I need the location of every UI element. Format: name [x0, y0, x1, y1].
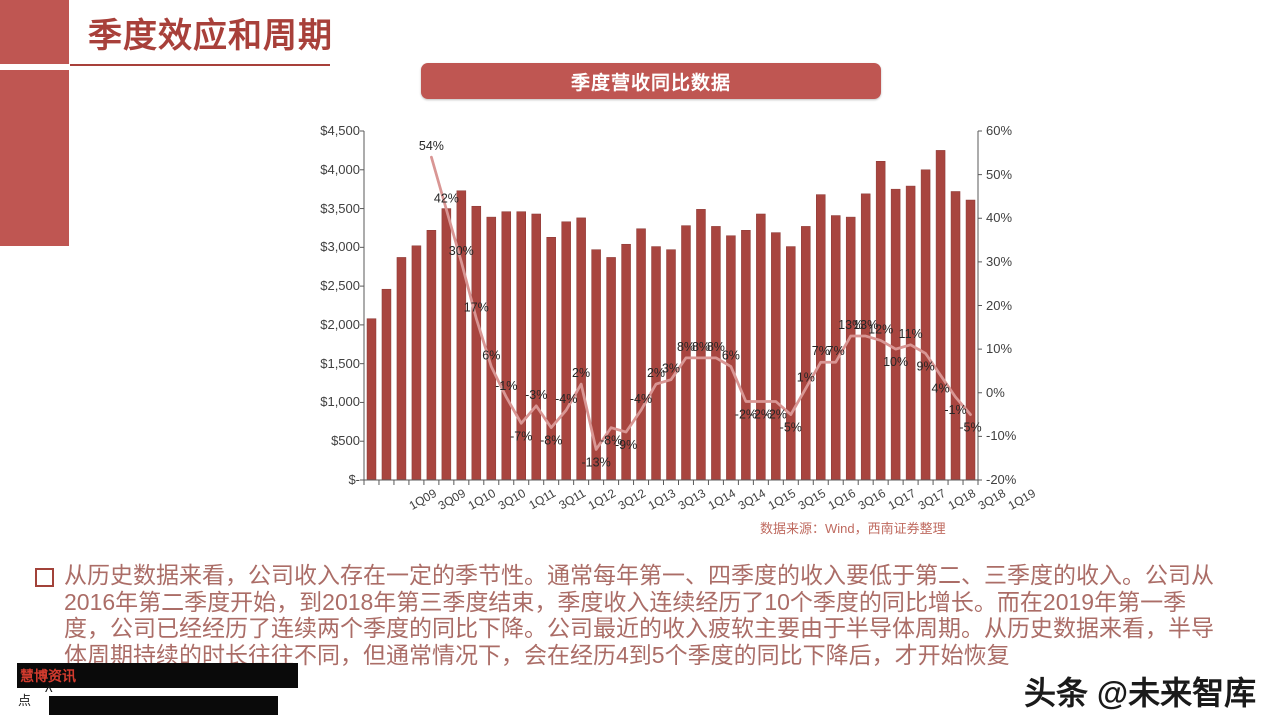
svg-text:10%: 10%: [883, 355, 908, 369]
svg-text:-7%: -7%: [510, 429, 532, 443]
svg-text:-2%: -2%: [765, 408, 787, 422]
svg-text:1%: 1%: [797, 370, 815, 384]
svg-text:42%: 42%: [434, 192, 459, 206]
svg-text:-4%: -4%: [630, 392, 652, 406]
svg-text:17%: 17%: [464, 301, 489, 315]
svg-text:-1%: -1%: [944, 403, 966, 417]
svg-text:6%: 6%: [482, 349, 500, 363]
svg-text:4%: 4%: [932, 381, 950, 395]
svg-text:-4%: -4%: [555, 392, 577, 406]
svg-text:-1%: -1%: [495, 379, 517, 393]
svg-text:-9%: -9%: [615, 438, 637, 452]
svg-text:6%: 6%: [722, 349, 740, 363]
svg-text:3%: 3%: [662, 362, 680, 376]
svg-text:2%: 2%: [572, 366, 590, 380]
svg-text:11%: 11%: [899, 327, 923, 341]
svg-text:-8%: -8%: [540, 434, 562, 448]
svg-text:12%: 12%: [868, 322, 893, 336]
svg-text:-3%: -3%: [525, 388, 547, 402]
svg-text:-5%: -5%: [780, 421, 802, 435]
svg-text:7%: 7%: [827, 344, 845, 358]
svg-text:9%: 9%: [917, 360, 935, 374]
svg-text:54%: 54%: [419, 139, 444, 153]
svg-text:30%: 30%: [449, 244, 474, 258]
svg-text:-13%: -13%: [582, 456, 611, 470]
svg-text:-5%: -5%: [959, 421, 981, 435]
